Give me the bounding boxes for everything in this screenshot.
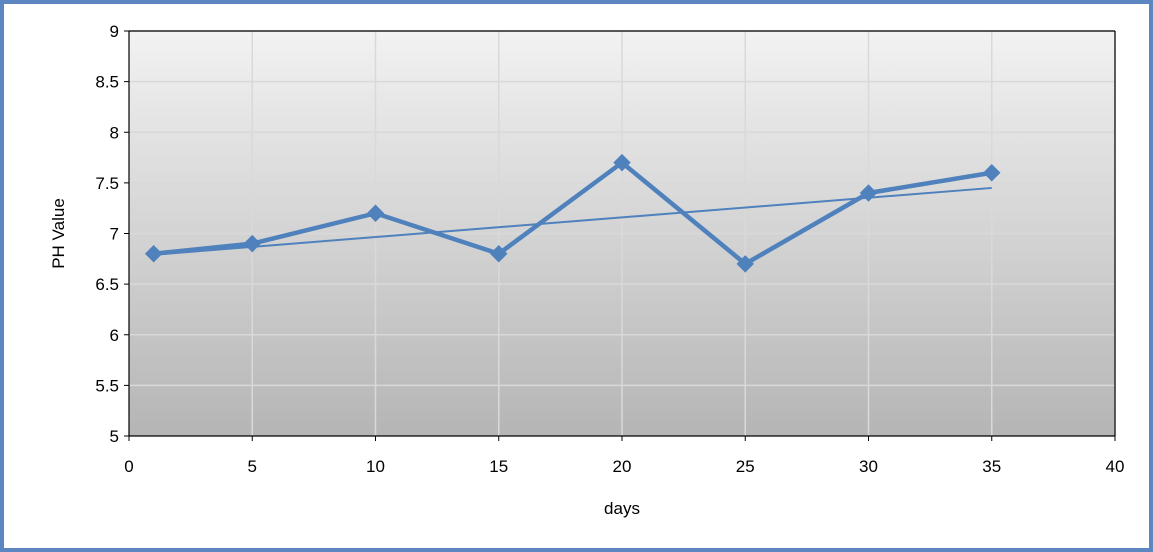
x-tick-label: 40: [1106, 457, 1125, 476]
y-tick-label: 8: [110, 123, 119, 142]
y-tick-label: 9: [110, 22, 119, 41]
y-tick-label: 7.5: [95, 174, 119, 193]
data-point-marker: [243, 234, 261, 253]
x-tick-label: 15: [489, 457, 508, 476]
y-tick-label: 5: [110, 427, 119, 446]
x-tick-label: 0: [124, 457, 133, 476]
y-tick-label: 7: [110, 225, 119, 244]
series-line: [153, 160, 993, 267]
data-line: [153, 160, 993, 267]
y-tick-label: 6.5: [95, 275, 119, 294]
x-tick-labels: 0 5 10 15 20 25 30 35 40: [124, 457, 1124, 476]
x-tick-label: 25: [736, 457, 755, 476]
data-point-marker: [613, 153, 631, 172]
series-markers: [144, 153, 1001, 273]
y-tick-label: 8.5: [95, 73, 119, 92]
y-axis-title: PH Value: [49, 198, 68, 269]
y-tick-labels: 5 5.5 6 6.5 7 7.5 8 8.5 9: [95, 22, 119, 446]
linear-trendline: [153, 186, 992, 256]
data-point-marker: [490, 245, 508, 263]
data-point-marker: [983, 164, 1001, 182]
data-point-marker: [736, 255, 754, 273]
data-point-marker: [859, 184, 878, 202]
x-tick-label: 5: [248, 457, 257, 476]
y-tick-label: 5.5: [95, 376, 119, 395]
x-tick-label: 20: [613, 457, 632, 476]
data-point-marker: [144, 245, 163, 263]
x-tick-label: 10: [366, 457, 385, 476]
y-tick-label: 6: [110, 326, 119, 345]
x-tick-label: 30: [859, 457, 878, 476]
axes: [124, 30, 1116, 441]
data-point-marker: [366, 204, 385, 222]
x-tick-label: 35: [982, 457, 1001, 476]
trendline: [153, 186, 992, 256]
x-axis-title: days: [604, 499, 640, 518]
